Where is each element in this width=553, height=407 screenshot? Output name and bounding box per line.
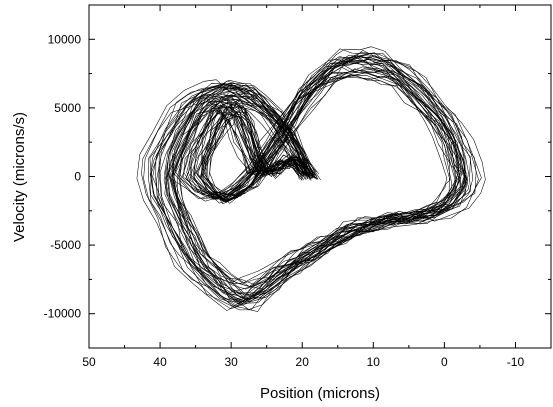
x-axis-ticks: 50 40 30 20 10 0 -10 bbox=[82, 5, 552, 369]
y-axis-ticks: 10000 5000 0 -5000 -10000 bbox=[44, 4, 551, 349]
trajectory-line bbox=[168, 60, 453, 295]
trajectory-line bbox=[148, 52, 482, 310]
trajectory-line bbox=[141, 57, 466, 300]
plot-frame bbox=[88, 4, 552, 349]
y-tick-label: 0 bbox=[74, 170, 81, 184]
trajectory-line bbox=[149, 73, 462, 284]
trajectory-line bbox=[151, 68, 467, 293]
x-tick-label: 40 bbox=[153, 355, 167, 369]
y-tick-label: -5000 bbox=[50, 238, 81, 252]
x-tick-label: 10 bbox=[367, 355, 381, 369]
x-tick-label: 50 bbox=[82, 355, 96, 369]
y-axis-label: Velocity (microns/s) bbox=[11, 112, 28, 242]
trajectory-line bbox=[143, 66, 477, 295]
trajectory-line bbox=[164, 59, 450, 300]
y-tick-label: 5000 bbox=[54, 101, 81, 115]
trajectory-traces bbox=[136, 46, 486, 312]
y-tick-label: -10000 bbox=[44, 307, 82, 321]
x-axis-label: Position (microns) bbox=[260, 385, 380, 402]
trajectory-line bbox=[149, 74, 459, 283]
trajectory-line bbox=[172, 72, 465, 288]
x-tick-label: 0 bbox=[441, 355, 448, 369]
y-tick-label: 10000 bbox=[48, 32, 82, 46]
trajectory-line bbox=[156, 56, 461, 306]
trajectory-line bbox=[166, 56, 467, 304]
x-tick-label: -10 bbox=[507, 355, 525, 369]
trajectory-line bbox=[178, 64, 458, 296]
x-tick-label: 30 bbox=[224, 355, 238, 369]
x-tick-label: 20 bbox=[296, 355, 310, 369]
trajectory-line bbox=[155, 54, 486, 305]
trajectory-line bbox=[171, 56, 447, 306]
